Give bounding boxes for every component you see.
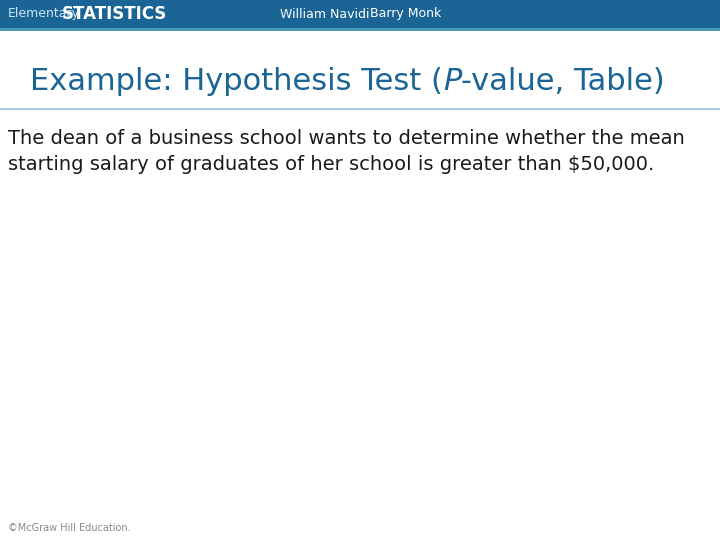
Text: Elementary: Elementary	[8, 8, 80, 21]
Text: -value, Table): -value, Table)	[462, 66, 665, 96]
Text: P: P	[443, 66, 462, 96]
Bar	[0, 28, 720, 31]
Text: STATISTICS: STATISTICS	[62, 5, 167, 23]
Text: Example: Hypothesis Test (: Example: Hypothesis Test (	[30, 66, 443, 96]
Text: William Navidi: William Navidi	[280, 8, 369, 21]
Text: starting salary of graduates of her school is greater than $50,000.: starting salary of graduates of her scho…	[8, 156, 654, 174]
Text: The dean of a business school wants to determine whether the mean: The dean of a business school wants to d…	[8, 130, 685, 148]
Text: Barry Monk: Barry Monk	[370, 8, 441, 21]
Text: ©McGraw Hill Education.: ©McGraw Hill Education.	[8, 523, 130, 533]
Bar	[0, 0, 720, 28]
